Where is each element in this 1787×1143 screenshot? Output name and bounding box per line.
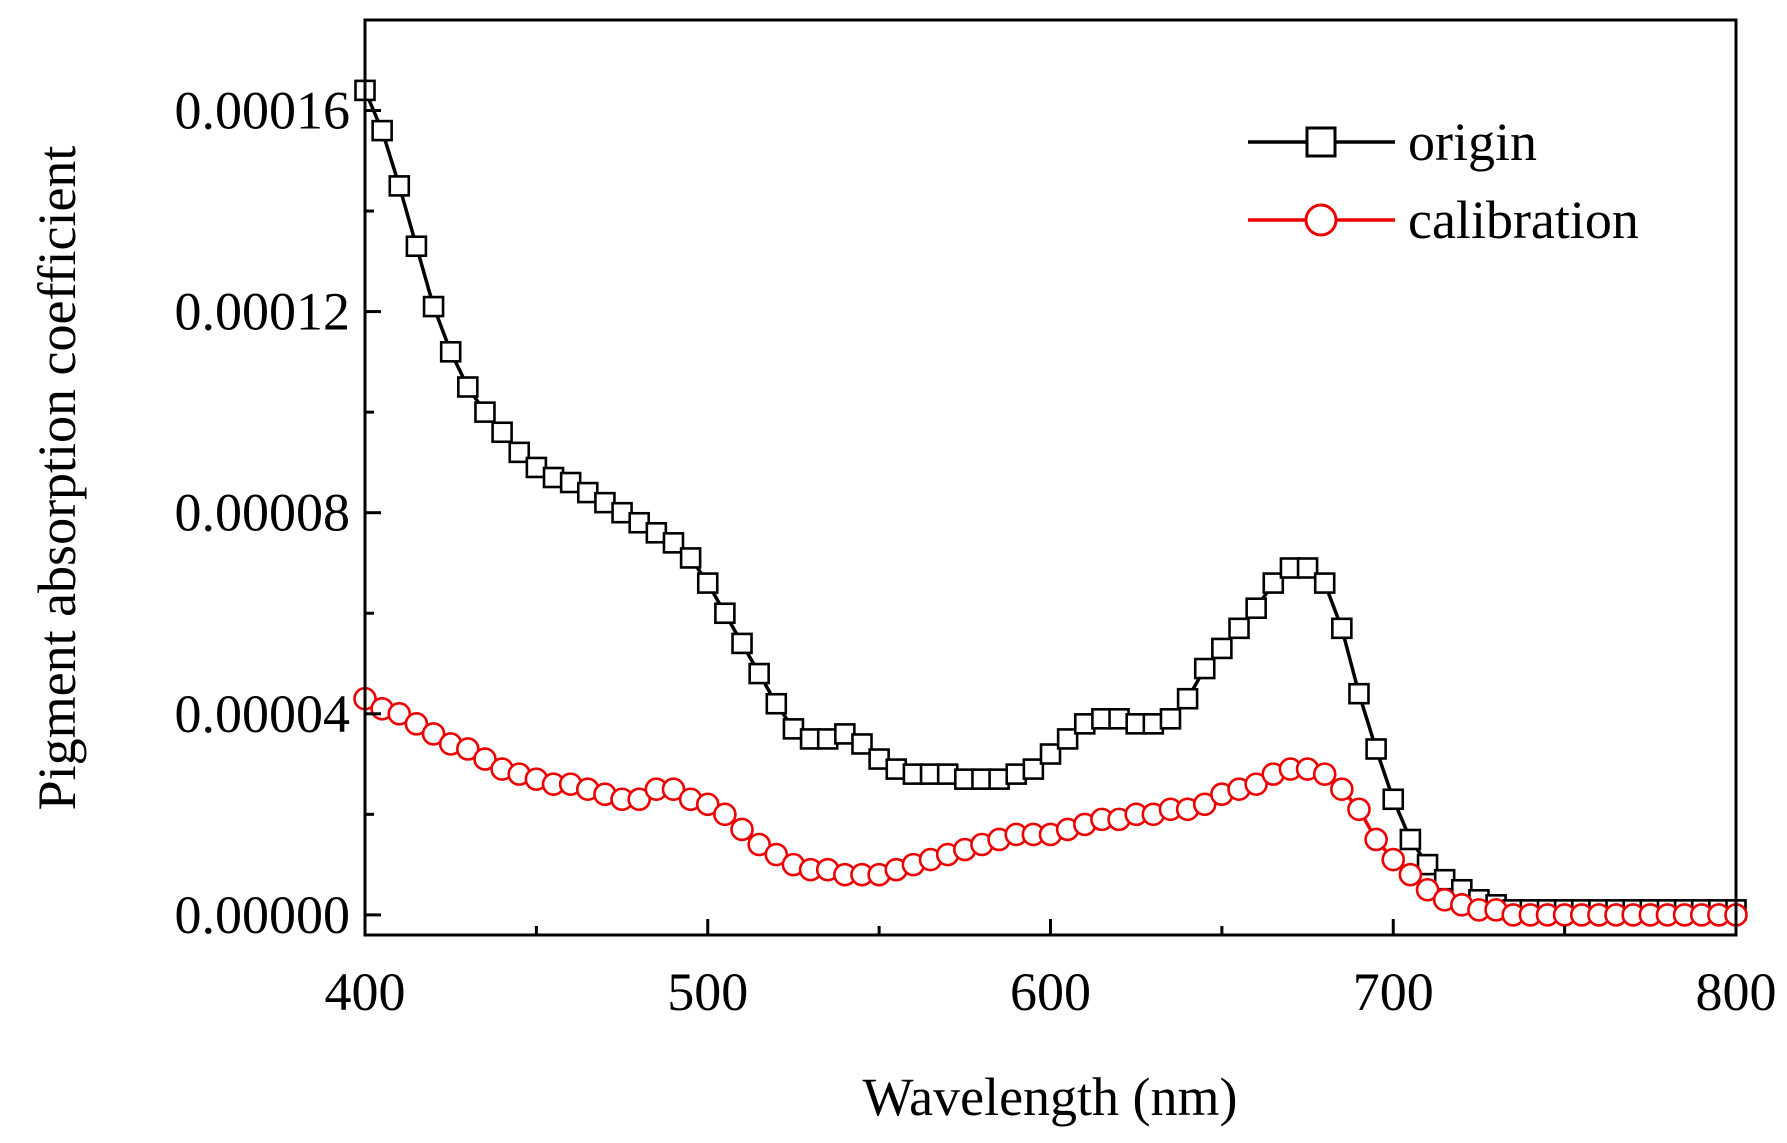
data-point-origin bbox=[1245, 597, 1267, 620]
data-point-calibration bbox=[456, 737, 480, 761]
legend-label-origin: origin bbox=[1408, 112, 1537, 172]
data-point-calibration bbox=[1244, 772, 1268, 796]
series-layer bbox=[353, 79, 1748, 927]
data-point-origin bbox=[1211, 637, 1233, 660]
data-point-calibration bbox=[1398, 862, 1423, 887]
data-point-origin bbox=[662, 532, 685, 554]
data-point-origin bbox=[1348, 682, 1370, 705]
data-point-calibration bbox=[1347, 797, 1371, 822]
y-axis-title: Pigment absorption coefficient bbox=[27, 146, 87, 811]
data-point-calibration bbox=[1192, 792, 1217, 817]
data-point-origin bbox=[508, 441, 531, 464]
series-line-calibration bbox=[364, 697, 1736, 917]
data-point-origin bbox=[679, 547, 702, 569]
y-tick-label: 0.00000 bbox=[175, 885, 351, 945]
data-point-calibration bbox=[404, 712, 429, 736]
legend-marker-origin bbox=[1305, 126, 1337, 158]
data-point-origin bbox=[1176, 687, 1199, 710]
data-point-calibration bbox=[1364, 827, 1388, 852]
x-axis-ticks: 400 500 600 700 800 bbox=[325, 919, 1777, 1022]
data-point-origin bbox=[474, 401, 496, 423]
x-axis-title: Wavelength (nm) bbox=[862, 1067, 1237, 1127]
data-point-calibration bbox=[661, 777, 686, 802]
data-point-origin bbox=[1331, 617, 1353, 640]
data-point-origin bbox=[731, 632, 753, 655]
data-point-calibration bbox=[695, 792, 720, 817]
data-point-origin bbox=[1382, 788, 1405, 811]
data-point-origin bbox=[765, 692, 788, 715]
data-point-origin bbox=[1056, 728, 1079, 750]
data-point-origin bbox=[405, 235, 428, 258]
data-point-origin bbox=[714, 602, 736, 625]
data-point-calibration bbox=[1381, 847, 1406, 872]
y-tick-label: 0.00008 bbox=[175, 483, 351, 543]
data-point-calibration bbox=[387, 701, 412, 726]
x-tick-label: 700 bbox=[1353, 962, 1434, 1022]
data-point-calibration bbox=[1415, 877, 1440, 902]
data-point-calibration bbox=[1312, 762, 1337, 786]
data-point-origin bbox=[491, 421, 513, 444]
y-tick-label: 0.00004 bbox=[175, 684, 351, 744]
data-point-origin bbox=[1262, 572, 1285, 594]
data-point-origin bbox=[422, 295, 445, 318]
data-point-calibration bbox=[747, 832, 771, 857]
data-point-origin bbox=[1416, 853, 1439, 876]
data-point-origin bbox=[1228, 617, 1250, 640]
data-point-calibration bbox=[764, 842, 789, 867]
data-point-calibration bbox=[713, 802, 737, 827]
data-point-origin bbox=[457, 376, 479, 398]
data-point-origin bbox=[748, 662, 770, 685]
x-tick-label: 500 bbox=[667, 962, 748, 1022]
data-point-calibration bbox=[627, 787, 652, 812]
data-point-origin bbox=[1193, 657, 1216, 680]
legend-marker-calibration bbox=[1304, 203, 1338, 237]
y-axis-ticks: 0.00000 0.00004 0.00008 0.00012 0.00016 bbox=[175, 80, 381, 945]
data-point-calibration bbox=[421, 722, 446, 746]
legend-label-calibration: calibration bbox=[1408, 190, 1639, 250]
data-point-origin bbox=[1313, 572, 1336, 594]
data-point-origin bbox=[851, 733, 873, 755]
data-point-origin bbox=[439, 341, 462, 363]
data-point-calibration bbox=[730, 817, 754, 842]
data-point-origin bbox=[696, 572, 719, 594]
data-point-origin bbox=[1159, 708, 1182, 730]
data-point-origin bbox=[1399, 828, 1422, 851]
data-point-calibration bbox=[473, 747, 497, 771]
data-point-origin bbox=[371, 119, 393, 142]
data-point-origin bbox=[1365, 738, 1387, 760]
data-point-calibration bbox=[1330, 777, 1354, 802]
x-tick-label: 600 bbox=[1010, 962, 1091, 1022]
series-calibration bbox=[353, 686, 1748, 927]
y-tick-label: 0.00016 bbox=[175, 80, 351, 140]
data-point-origin bbox=[1296, 557, 1319, 579]
x-tick-label: 400 bbox=[325, 962, 406, 1022]
legend-item-calibration: calibration bbox=[1248, 190, 1639, 250]
data-point-origin bbox=[388, 175, 411, 197]
y-tick-label: 0.00012 bbox=[175, 282, 351, 342]
legend-item-origin: origin bbox=[1248, 112, 1537, 172]
x-tick-label: 800 bbox=[1696, 962, 1777, 1022]
data-point-origin bbox=[1022, 758, 1045, 780]
legend: origin calibration bbox=[1248, 112, 1639, 250]
data-point-origin bbox=[1039, 743, 1062, 765]
